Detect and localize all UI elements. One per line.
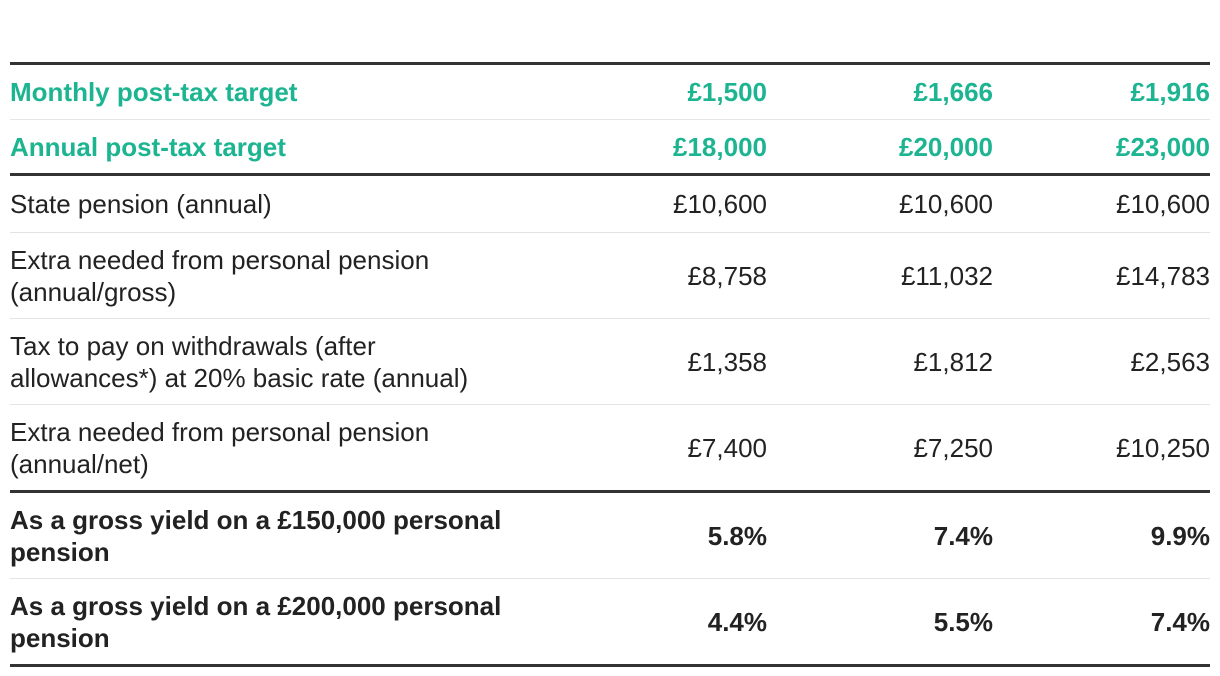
row-label-line: As a gross yield on a £150,000 personal (10, 504, 502, 535)
row-label-line: As a gross yield on a £200,000 personal (10, 590, 502, 621)
row-label-line: (annual/gross) (10, 276, 177, 307)
row-label: Extra needed from personal pension (annu… (10, 232, 610, 319)
row-label: Annual post-tax target (10, 119, 610, 176)
cell-value: 5.5% (767, 578, 993, 667)
row-label: As a gross yield on a £200,000 personal … (10, 578, 610, 667)
table-row-extra-gross: Extra needed from personal pension (annu… (10, 232, 1210, 319)
table-row-state-pension: State pension (annual) £10,600 £10,600 £… (10, 174, 1210, 233)
table-row-extra-net: Extra needed from personal pension (annu… (10, 404, 1210, 493)
row-label: As a gross yield on a £150,000 personal … (10, 491, 610, 579)
row-label: State pension (annual) (10, 174, 610, 233)
table-row-tax-withdrawals: Tax to pay on withdrawals (after allowan… (10, 318, 1210, 405)
cell-value: 7.4% (993, 578, 1210, 667)
cell-value: 4.4% (610, 578, 767, 667)
cell-value: £10,600 (610, 174, 767, 233)
cell-value: £1,358 (610, 318, 767, 405)
cell-value: £10,250 (993, 404, 1210, 493)
table-row-monthly-target: Monthly post-tax target £1,500 £1,666 £1… (10, 65, 1210, 120)
cell-value: £14,783 (993, 232, 1210, 319)
row-label-line: Extra needed from personal pension (10, 416, 430, 447)
cell-value: £1,916 (993, 65, 1210, 120)
table-row-yield-150k: As a gross yield on a £150,000 personal … (10, 491, 1210, 579)
row-label-line: Tax to pay on withdrawals (after (10, 330, 376, 361)
row-label-line: pension (10, 536, 110, 567)
row-label: Extra needed from personal pension (annu… (10, 404, 610, 493)
cell-value: £10,600 (993, 174, 1210, 233)
cell-value: £20,000 (767, 119, 993, 176)
cell-value: £2,563 (993, 318, 1210, 405)
cell-value: £10,600 (767, 174, 993, 233)
row-label-line: pension (10, 622, 110, 653)
row-label: Monthly post-tax target (10, 65, 610, 120)
cell-value: £1,812 (767, 318, 993, 405)
cell-value: 9.9% (993, 491, 1210, 579)
cell-value: 7.4% (767, 491, 993, 579)
cell-value: £7,400 (610, 404, 767, 493)
cell-value: £11,032 (767, 232, 993, 319)
cell-value: £8,758 (610, 232, 767, 319)
cell-value: £7,250 (767, 404, 993, 493)
table-row-annual-target: Annual post-tax target £18,000 £20,000 £… (10, 119, 1210, 176)
pension-table: Monthly post-tax target £1,500 £1,666 £1… (10, 62, 1210, 667)
cell-value: £1,500 (610, 65, 767, 120)
cell-value: 5.8% (610, 491, 767, 579)
table-row-yield-200k: As a gross yield on a £200,000 personal … (10, 578, 1210, 667)
row-label: Tax to pay on withdrawals (after allowan… (10, 318, 610, 405)
pension-income-table: Monthly post-tax target £1,500 £1,666 £1… (10, 65, 1210, 667)
cell-value: £18,000 (610, 119, 767, 176)
table-top-rule (10, 62, 1210, 65)
row-label-line: Extra needed from personal pension (10, 244, 430, 275)
row-label-line: allowances*) at 20% basic rate (annual) (10, 362, 469, 393)
cell-value: £23,000 (993, 119, 1210, 176)
cell-value: £1,666 (767, 65, 993, 120)
row-label-line: (annual/net) (10, 448, 149, 479)
